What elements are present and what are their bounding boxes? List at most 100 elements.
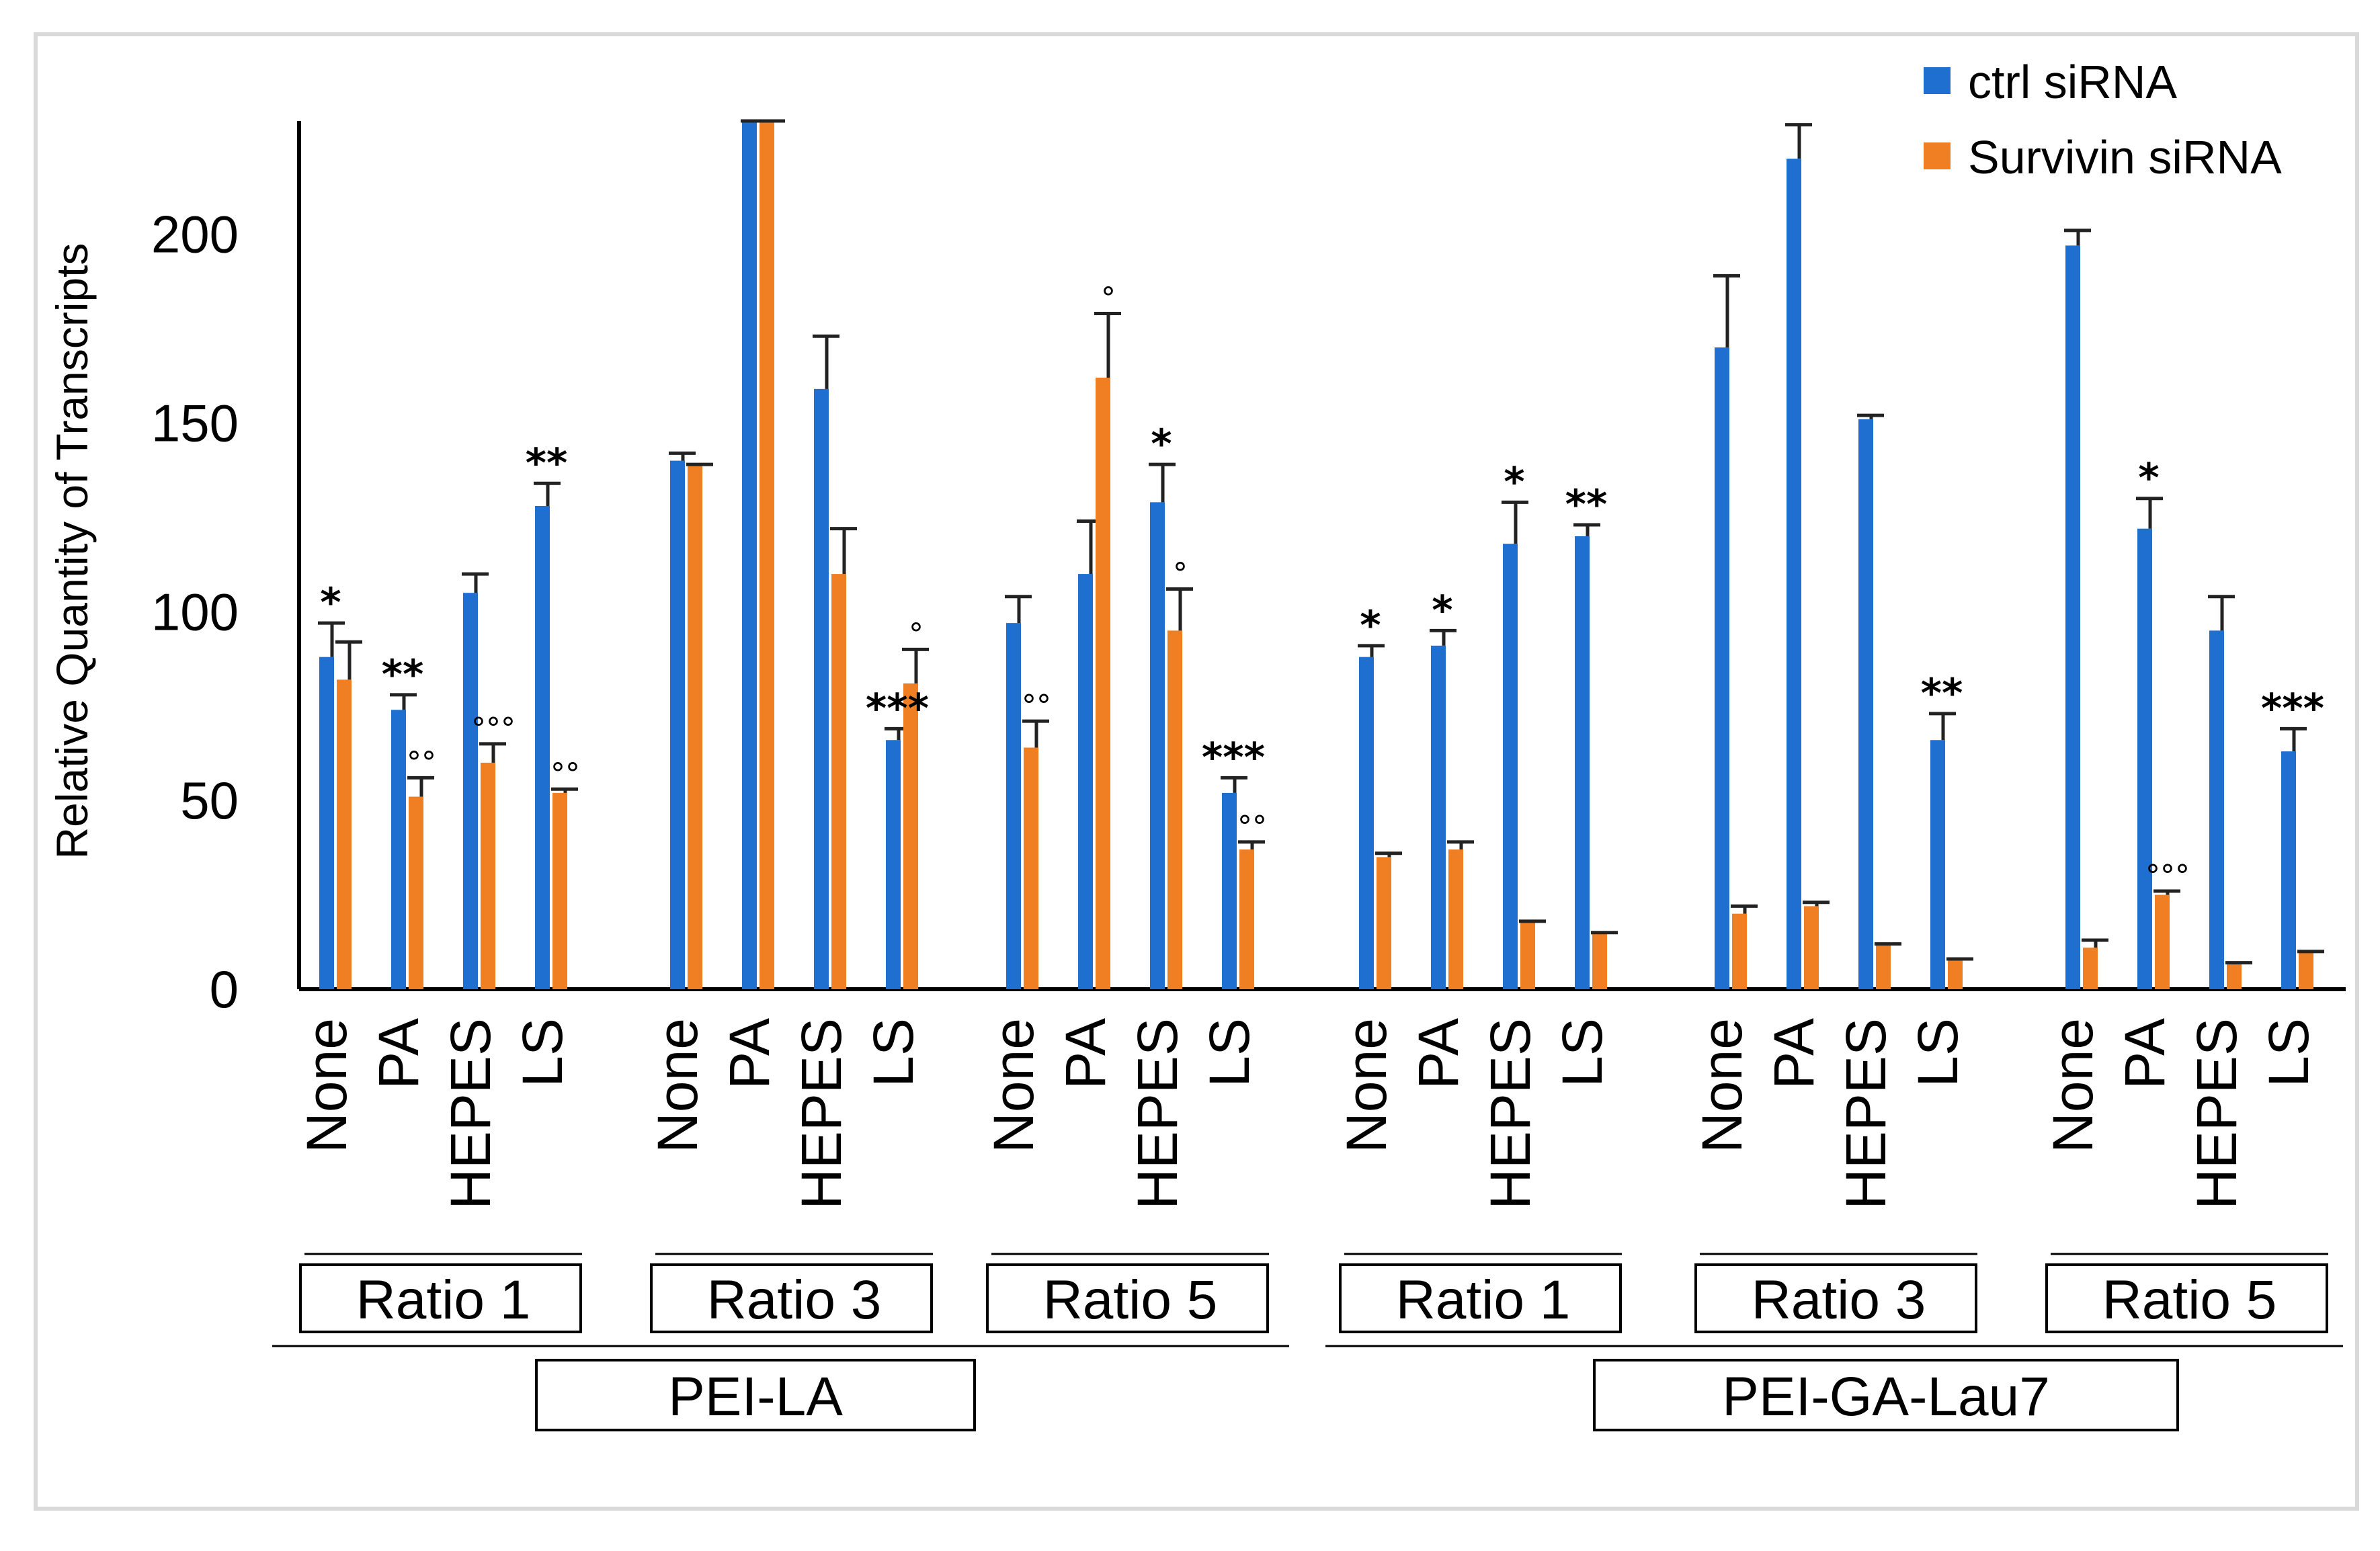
bar-survivin xyxy=(1876,944,1891,989)
bar-ctrl xyxy=(1575,536,1590,989)
bar-ctrl xyxy=(1359,657,1374,989)
x-tick-label: None xyxy=(295,1018,358,1153)
x-tick-label: LS xyxy=(1198,1018,1261,1087)
legend-swatch-survivin xyxy=(1924,142,1951,169)
bar-survivin xyxy=(2083,948,2098,989)
x-tick-label: PA xyxy=(718,1018,781,1089)
legend-label-survivin: Survivin siRNA xyxy=(1968,131,2282,183)
x-tick-label: HEPES xyxy=(1479,1018,1542,1210)
ratio-box xyxy=(299,1263,582,1333)
bar-ctrl xyxy=(391,710,406,989)
bar-ctrl xyxy=(2065,245,2080,989)
y-tick-label: 0 xyxy=(210,960,239,1019)
bar-ctrl xyxy=(1787,159,1801,989)
reagent-label: PEI-LA xyxy=(668,1366,843,1427)
bar-survivin xyxy=(1096,377,1110,989)
x-tick-label: None xyxy=(982,1018,1045,1153)
bar-survivin xyxy=(1592,932,1607,989)
significance-survivin: ° xyxy=(1173,557,1188,591)
bar-ctrl xyxy=(535,505,550,989)
x-tick-label: None xyxy=(2041,1018,2104,1153)
bar-survivin xyxy=(1948,959,1963,989)
significance-ctrl: * xyxy=(1504,458,1524,505)
bar-survivin xyxy=(552,792,567,989)
bar-survivin xyxy=(1377,857,1391,989)
bar-survivin xyxy=(1520,921,1535,989)
bar-survivin xyxy=(1024,747,1038,989)
bar-ctrl xyxy=(1006,623,1021,989)
bar-survivin xyxy=(1448,849,1463,989)
legend-swatch-ctrl xyxy=(1924,67,1951,94)
bar-survivin xyxy=(1167,630,1182,989)
significance-survivin: °° xyxy=(407,745,436,780)
bar-ctrl xyxy=(1431,645,1446,989)
reagent-box xyxy=(535,1359,976,1431)
x-tick-label: PA xyxy=(2113,1018,2176,1089)
significance-ctrl: ** xyxy=(526,439,568,487)
x-tick-label: PA xyxy=(1054,1018,1117,1089)
y-tick-label: 200 xyxy=(151,205,239,264)
significance-ctrl: * xyxy=(320,579,341,626)
ratio-box xyxy=(1339,1263,1622,1333)
bar-ctrl xyxy=(319,657,334,989)
ratio-box xyxy=(650,1263,933,1333)
bar-survivin xyxy=(409,796,423,989)
legend: ctrl siRNA Survivin siRNA xyxy=(1924,56,2282,183)
bar-ctrl xyxy=(886,740,901,989)
significance-ctrl: * xyxy=(1360,602,1381,649)
y-axis-title: Relative Quantity of Transcripts xyxy=(47,243,97,859)
significance-ctrl: *** xyxy=(1202,734,1265,781)
ratio-box xyxy=(2045,1263,2328,1333)
significance-ctrl: ** xyxy=(1565,481,1608,528)
axes-layer xyxy=(297,121,2346,991)
ratio-label: Ratio 5 xyxy=(2102,1269,2277,1331)
bar-ctrl xyxy=(814,388,829,989)
significance-ctrl: ** xyxy=(382,651,424,698)
x-tick-label: HEPES xyxy=(1834,1018,1897,1210)
bar-survivin xyxy=(1239,849,1254,989)
significance-ctrl: * xyxy=(1432,587,1452,634)
significance-survivin: °° xyxy=(1237,810,1267,844)
significance-survivin: °° xyxy=(550,757,580,791)
bars-layer xyxy=(318,119,2324,989)
x-tick-label: LS xyxy=(862,1018,925,1087)
bar-survivin xyxy=(903,683,918,989)
x-tick-label: HEPES xyxy=(790,1018,853,1210)
x-tick-label: None xyxy=(1335,1018,1398,1153)
x-tick-label: LS xyxy=(2257,1018,2320,1087)
x-tick-label: LS xyxy=(511,1018,574,1087)
reagent-label: PEI-GA-Lau7 xyxy=(1722,1366,2050,1427)
x-tick-label: PA xyxy=(367,1018,430,1089)
ratio-label: Ratio 3 xyxy=(1752,1269,1926,1331)
bar-survivin xyxy=(2227,962,2242,989)
significance-ctrl: *** xyxy=(866,685,929,732)
bar-survivin xyxy=(2155,894,2170,989)
bar-survivin xyxy=(481,762,495,989)
labels-layer: 050100150200*None**°°PA°°°HEPES**°°LSRat… xyxy=(151,205,2343,1431)
significance-survivin: °°° xyxy=(2145,859,2190,893)
ratio-label: Ratio 3 xyxy=(707,1269,882,1331)
bar-ctrl xyxy=(2209,630,2224,989)
bar-ctrl xyxy=(1503,544,1518,989)
bar-survivin xyxy=(337,679,352,989)
reagent-box xyxy=(1593,1359,2179,1431)
bar-ctrl xyxy=(1858,419,1873,989)
significance-survivin: ° xyxy=(909,617,924,651)
significance-survivin: °°° xyxy=(471,712,516,746)
bar-ctrl xyxy=(742,121,757,989)
bar-ctrl xyxy=(1078,574,1093,989)
y-tick-label: 100 xyxy=(151,582,239,641)
bar-ctrl xyxy=(2281,751,2296,989)
significance-survivin: ° xyxy=(1101,281,1116,315)
x-tick-label: HEPES xyxy=(2185,1018,2248,1210)
x-tick-label: None xyxy=(1690,1018,1754,1153)
x-tick-label: HEPES xyxy=(1126,1018,1189,1210)
bar-survivin xyxy=(1732,913,1747,989)
significance-ctrl: * xyxy=(2138,455,2159,502)
bar-survivin xyxy=(688,464,702,989)
bar-ctrl xyxy=(463,593,478,989)
y-tick-label: 50 xyxy=(180,771,239,830)
x-tick-label: HEPES xyxy=(439,1018,502,1210)
bar-ctrl xyxy=(670,460,685,989)
